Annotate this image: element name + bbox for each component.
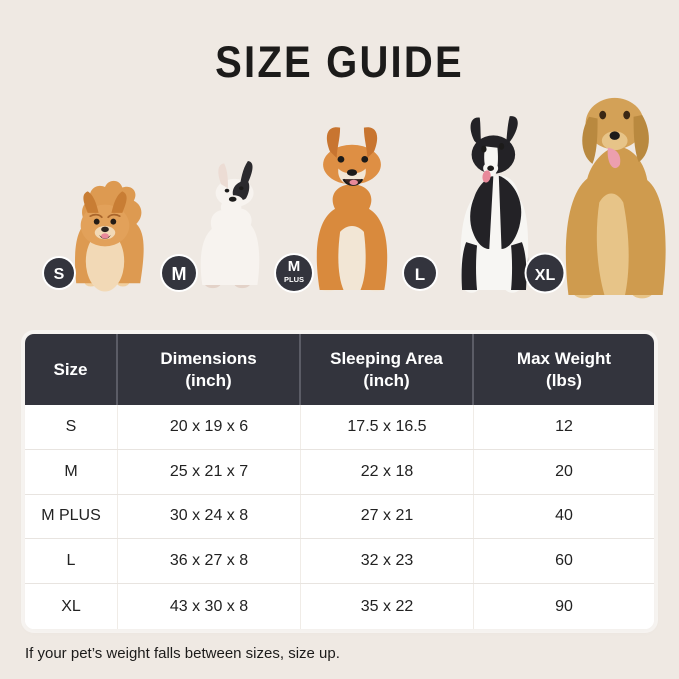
svg-text:XL: XL	[535, 267, 556, 284]
svg-text:M: M	[172, 264, 187, 284]
svg-text:M: M	[288, 258, 301, 275]
svg-text:S: S	[54, 266, 65, 283]
svg-text:PLUS: PLUS	[284, 275, 304, 284]
svg-text:L: L	[415, 265, 425, 284]
